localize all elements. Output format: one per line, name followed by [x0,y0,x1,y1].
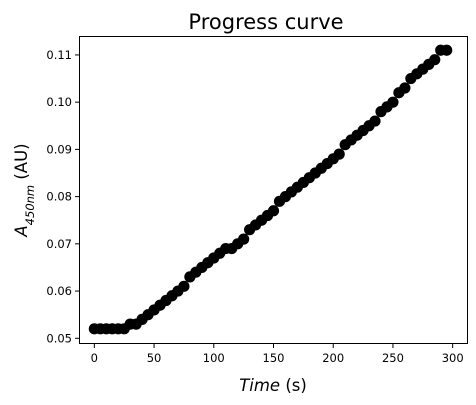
data-point [429,54,441,66]
x-tick-label: 50 [147,351,162,365]
x-axis: 0 50 100 150 200 250 300 [91,343,464,365]
y-tick-label: 0.05 [46,331,72,345]
y-axis-label: A450nm (AU) [12,143,37,237]
y-axis: 0.05 0.06 0.07 0.08 0.09 0.10 0.11 [46,48,80,345]
data-point [441,44,453,56]
y-tick-label: 0.07 [46,237,72,251]
data-point [267,205,280,217]
data-series [88,44,453,335]
x-tick-label: 0 [91,351,98,365]
y-tick-label: 0.11 [46,48,72,62]
y-tick-label: 0.06 [46,284,72,298]
x-axis-label: Time (s) [239,376,307,395]
data-point [387,96,399,108]
y-axis-label-subscript: 450nm [23,185,37,225]
y-tick-label: 0.09 [46,142,72,156]
data-point [369,115,381,127]
x-tick-label: 250 [382,351,404,365]
data-point [178,280,190,292]
x-tick-label: 300 [442,351,464,365]
data-point [238,233,250,245]
y-axis-label-unit: (AU) [12,143,31,184]
y-axis-label-symbol: A [12,225,31,237]
x-tick-label: 150 [263,351,285,365]
x-tick-label: 200 [322,351,344,365]
x-axis-label-unit: (s) [280,376,307,395]
y-tick-label: 0.10 [46,95,72,109]
x-tick-label: 100 [203,351,225,365]
x-axis-label-italic: Time [239,376,280,395]
data-point [333,148,345,160]
chart-title: Progress curve [188,10,343,34]
y-tick-label: 0.08 [46,190,72,204]
data-point [399,82,411,94]
